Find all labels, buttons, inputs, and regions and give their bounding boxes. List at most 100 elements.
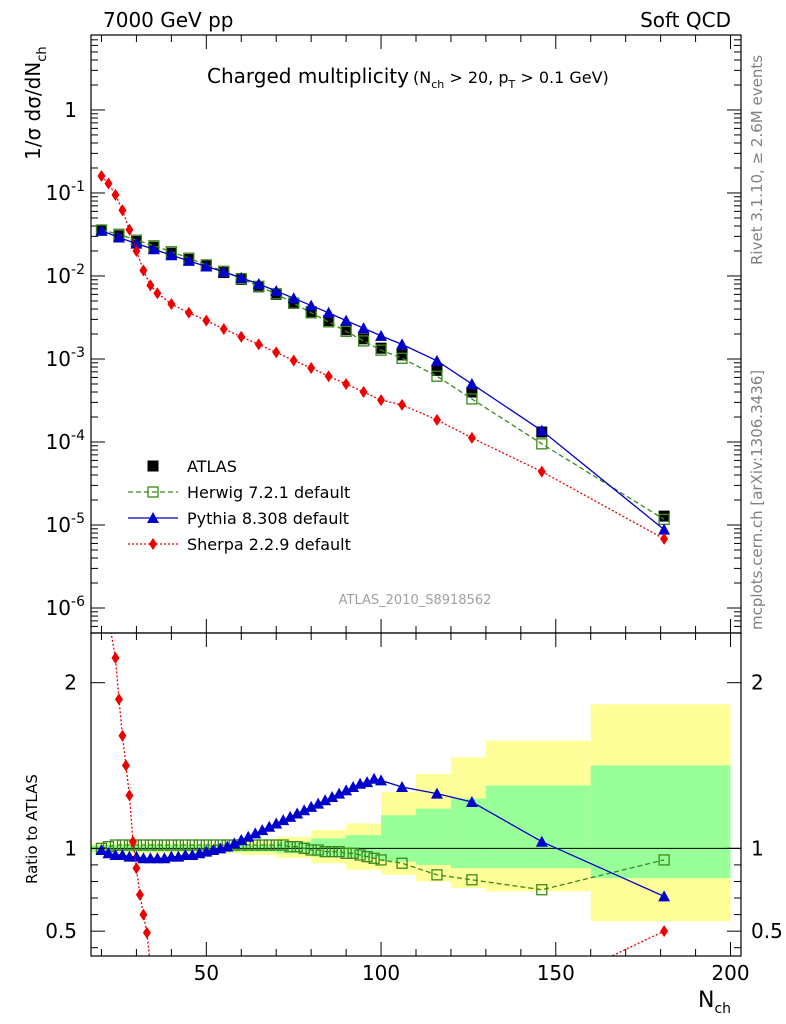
main-ytick-label: 1 xyxy=(64,98,77,122)
ratio-point-pythia xyxy=(340,784,353,796)
point-sherpa xyxy=(432,413,441,426)
point-herwig xyxy=(375,344,387,356)
ratio-point-herwig xyxy=(340,847,352,859)
ratio-series xyxy=(95,633,671,956)
point-sherpa xyxy=(132,244,141,257)
ratio-point-herwig xyxy=(298,842,310,854)
point-sherpa xyxy=(219,322,228,335)
point-pythia xyxy=(658,523,671,535)
ratio-point-herwig xyxy=(326,845,338,858)
point-sherpa xyxy=(377,394,386,407)
legend-marker-herwig xyxy=(147,486,159,498)
main-ytick-label: 10-5 xyxy=(46,511,85,537)
ratio-axis-ticks xyxy=(91,633,741,956)
point-sherpa xyxy=(359,386,368,399)
band-inner xyxy=(485,785,591,869)
ratio-xtick-label: 100 xyxy=(362,961,400,985)
ratio-ytick-label-right: 2 xyxy=(751,671,764,695)
ratio-point-pythia xyxy=(375,774,388,786)
ratio-point-pythia xyxy=(658,890,671,902)
ratio-point-herwig xyxy=(158,839,171,851)
main-tick-labels: 1 10-1 10-2 10-3 10-4 10-5 10-6 xyxy=(46,98,86,620)
ratio-point-sherpa xyxy=(142,926,151,939)
ratio-point-herwig xyxy=(144,839,157,851)
ratio-point-pythia xyxy=(277,814,290,826)
ratio-point-herwig xyxy=(277,839,289,851)
ratio-point-herwig xyxy=(347,847,359,859)
ratio-ytick-label-left: 2 xyxy=(64,671,77,695)
point-pythia xyxy=(147,243,160,255)
series-pythia xyxy=(95,224,671,535)
ratio-point-pythia xyxy=(319,794,332,806)
point-sherpa xyxy=(307,361,316,374)
ratio-point-pythia xyxy=(298,804,311,816)
point-sherpa xyxy=(272,346,281,359)
ratio-point-pythia xyxy=(221,840,234,852)
ratio-point-pythia xyxy=(291,807,304,819)
point-atlas xyxy=(431,364,443,376)
point-pythia xyxy=(270,284,283,296)
point-pythia xyxy=(130,237,143,249)
series-line-sherpa xyxy=(101,175,665,540)
point-atlas xyxy=(375,342,387,354)
series-sherpa xyxy=(97,170,669,545)
ratio-ylabel: Ratio to ATLAS xyxy=(23,774,41,884)
series-herwig xyxy=(95,224,670,525)
ratio-point-herwig xyxy=(270,839,282,851)
point-pythia xyxy=(375,329,388,341)
ratio-point-pythia xyxy=(430,787,443,799)
point-pythia xyxy=(430,354,443,366)
point-atlas xyxy=(466,386,478,398)
point-sherpa xyxy=(342,377,351,390)
ratio-point-herwig xyxy=(396,857,408,869)
ratio-point-sherpa xyxy=(114,693,123,706)
ratio-point-pythia xyxy=(256,824,269,836)
point-sherpa xyxy=(398,398,407,411)
ratio-point-pythia xyxy=(305,800,318,812)
ratio-series-pythia xyxy=(95,772,671,902)
ratio-point-sherpa xyxy=(135,888,144,901)
ratio-point-pythia xyxy=(263,820,276,832)
point-atlas xyxy=(323,315,335,327)
ratio-point-herwig xyxy=(466,874,478,886)
band-inner xyxy=(450,798,486,869)
ratio-point-pythia xyxy=(270,817,283,829)
point-sherpa xyxy=(146,279,155,292)
point-sherpa xyxy=(111,188,120,201)
ratio-point-pythia xyxy=(242,830,255,842)
mcplots-label: mcplots.cern.ch [arXiv:1306.3436] xyxy=(748,370,766,630)
ratio-point-herwig xyxy=(151,839,164,851)
ratio-point-herwig xyxy=(165,839,178,851)
point-sherpa xyxy=(167,297,176,310)
legend-marker-sherpa xyxy=(149,538,157,550)
ratio-point-pythia xyxy=(396,781,409,793)
point-pythia xyxy=(200,260,213,272)
point-sherpa xyxy=(237,330,246,343)
ratio-point-herwig xyxy=(305,844,317,856)
point-sherpa xyxy=(202,314,211,327)
ratio-point-herwig xyxy=(291,841,303,853)
point-sherpa xyxy=(153,287,162,300)
ratio-point-herwig xyxy=(361,850,373,863)
point-atlas xyxy=(305,306,317,318)
point-pythia xyxy=(535,424,548,436)
point-atlas xyxy=(340,324,352,336)
ratio-point-pythia xyxy=(102,847,115,859)
ratio-point-sherpa xyxy=(139,908,148,921)
band-inner xyxy=(381,815,416,862)
point-pythia xyxy=(165,249,178,261)
point-pythia xyxy=(235,271,248,283)
legend-item-atlas: ATLAS xyxy=(147,457,237,476)
ratio-point-sherpa xyxy=(132,862,141,875)
ratio-point-herwig xyxy=(172,839,185,851)
ratio-point-herwig xyxy=(536,884,548,896)
ratio-point-pythia xyxy=(361,776,374,788)
main-series xyxy=(95,170,671,545)
legend: ATLAS Herwig 7.2.1 default Pythia 8.308 de… xyxy=(128,457,351,554)
main-axis-ticks xyxy=(91,34,741,634)
ratio-point-herwig xyxy=(431,869,443,881)
band-inner xyxy=(590,765,731,879)
main-ytick-label: 10-2 xyxy=(46,262,85,288)
main-ytick-label: 10-3 xyxy=(46,345,85,371)
